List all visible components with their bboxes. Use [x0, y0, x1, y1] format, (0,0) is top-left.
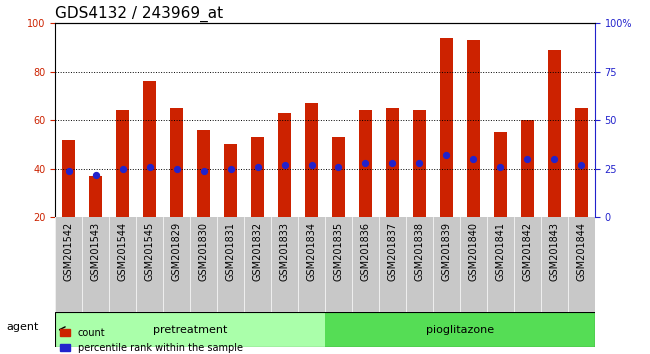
Point	[576, 162, 586, 168]
Text: GSM201544: GSM201544	[118, 222, 127, 281]
Text: GSM201830: GSM201830	[199, 222, 209, 281]
Point	[118, 166, 128, 172]
Text: pretreatment: pretreatment	[153, 325, 228, 335]
Text: GSM201831: GSM201831	[226, 222, 235, 281]
Bar	[170, 108, 183, 217]
Bar	[143, 81, 157, 217]
Point	[226, 166, 236, 172]
Bar	[251, 137, 265, 217]
Text: GSM201834: GSM201834	[307, 222, 317, 281]
Bar	[116, 110, 129, 217]
Point	[280, 162, 290, 168]
Text: GSM201545: GSM201545	[145, 222, 155, 281]
Bar	[575, 108, 588, 217]
Text: GSM201836: GSM201836	[361, 222, 370, 281]
Text: GDS4132 / 243969_at: GDS4132 / 243969_at	[55, 5, 224, 22]
Bar	[439, 38, 453, 217]
Text: GSM201843: GSM201843	[549, 222, 559, 281]
Bar	[547, 50, 561, 217]
Text: GSM201839: GSM201839	[441, 222, 451, 281]
Point	[522, 156, 532, 162]
Bar	[493, 132, 507, 217]
Bar	[325, 312, 595, 347]
Point	[144, 164, 155, 170]
Bar	[385, 108, 399, 217]
Point	[333, 164, 344, 170]
Text: pioglitazone: pioglitazone	[426, 325, 494, 335]
Text: GSM201829: GSM201829	[172, 222, 181, 281]
Text: GSM201542: GSM201542	[64, 222, 73, 281]
Bar	[332, 137, 345, 217]
Bar	[359, 110, 372, 217]
Point	[495, 164, 506, 170]
Text: GSM201842: GSM201842	[523, 222, 532, 281]
Point	[387, 160, 398, 166]
Bar	[197, 130, 211, 217]
Point	[414, 160, 424, 166]
Bar	[224, 144, 237, 217]
Point	[198, 168, 209, 173]
Point	[90, 172, 101, 177]
Legend: count, percentile rank within the sample: count, percentile rank within the sample	[60, 328, 242, 353]
Bar	[305, 103, 318, 217]
Text: GSM201543: GSM201543	[91, 222, 101, 281]
Point	[306, 162, 317, 168]
Text: GSM201844: GSM201844	[577, 222, 586, 281]
Text: GSM201840: GSM201840	[469, 222, 478, 281]
Text: agent: agent	[6, 322, 39, 332]
Bar	[278, 113, 291, 217]
Point	[549, 156, 560, 162]
Bar	[62, 139, 75, 217]
Point	[441, 152, 452, 158]
Bar	[467, 40, 480, 217]
Text: GSM201832: GSM201832	[253, 222, 263, 281]
Text: GSM201833: GSM201833	[280, 222, 289, 281]
Bar	[89, 176, 103, 217]
Text: GSM201841: GSM201841	[495, 222, 505, 281]
Text: GSM201838: GSM201838	[415, 222, 424, 281]
Bar	[521, 120, 534, 217]
Text: GSM201837: GSM201837	[387, 222, 397, 281]
Point	[64, 168, 74, 173]
Bar	[413, 110, 426, 217]
Text: GSM201835: GSM201835	[333, 222, 343, 281]
Point	[172, 166, 182, 172]
Point	[252, 164, 263, 170]
Point	[468, 156, 478, 162]
Point	[360, 160, 370, 166]
Bar	[55, 312, 325, 347]
